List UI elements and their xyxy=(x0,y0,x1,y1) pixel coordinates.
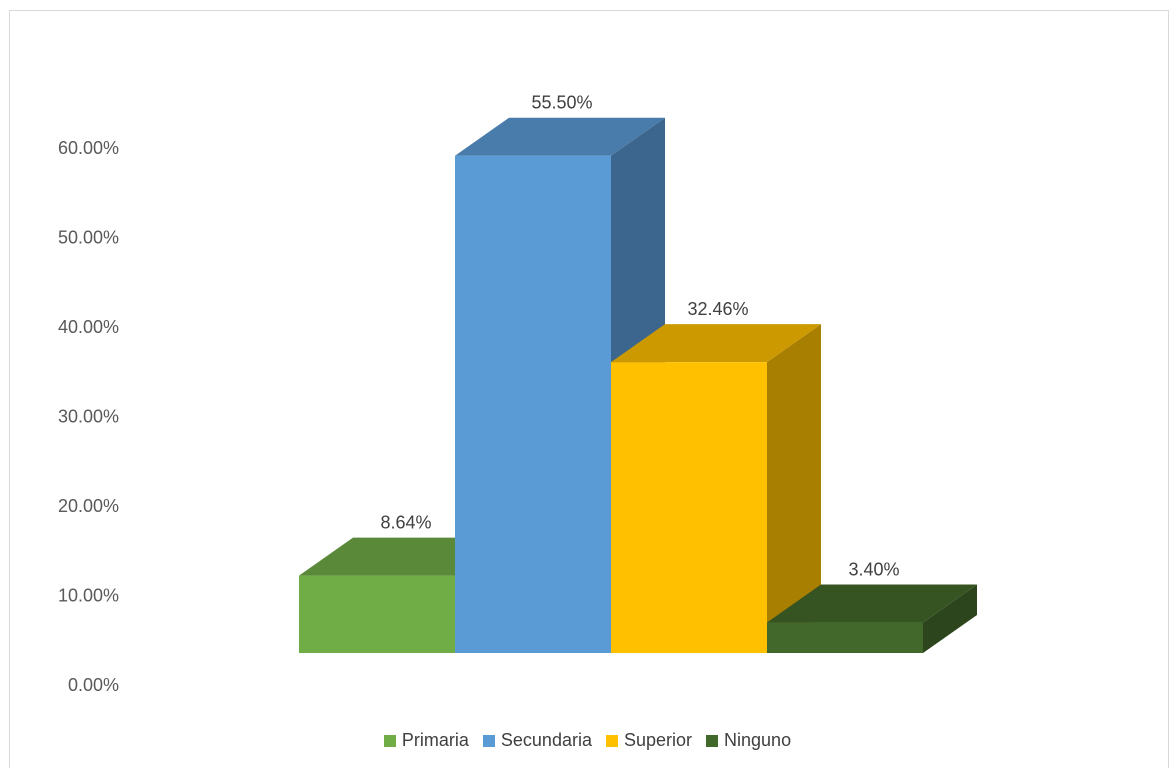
legend-item-secundaria: Secundaria xyxy=(482,730,592,751)
bar-front-primaria xyxy=(299,575,455,653)
data-label-superior: 32.46% xyxy=(687,299,748,319)
data-labels: 8.64% 55.50% 32.46% 3.40% xyxy=(380,93,899,580)
bar-side-ninguno xyxy=(923,584,977,653)
data-label-ninguno: 3.40% xyxy=(848,560,899,580)
bar-top-secundaria xyxy=(455,117,665,156)
y-tick-label: 10.00% xyxy=(58,586,119,606)
y-tick-label: 30.00% xyxy=(58,407,119,427)
legend-label-primaria: Primaria xyxy=(401,730,469,750)
bar-superior xyxy=(611,324,821,653)
bar-ninguno xyxy=(767,584,977,653)
legend-swatch-ninguno xyxy=(706,734,719,747)
bar-top-ninguno xyxy=(767,584,977,623)
y-axis-labels: 0.00% 10.00% 20.00% 30.00% 40.00% 50.00% 60.00… xyxy=(58,138,119,695)
legend-swatch-superior xyxy=(605,734,618,747)
legend-label-secundaria: Secundaria xyxy=(500,730,592,750)
bar-front-secundaria xyxy=(455,155,611,653)
legend-swatch-secundaria xyxy=(482,734,495,747)
bar-side-superior xyxy=(767,324,821,653)
y-tick-label: 40.00% xyxy=(58,317,119,337)
legend-label-ninguno: Ninguno xyxy=(724,730,792,750)
legend-item-primaria: Primaria xyxy=(383,730,469,751)
bar-top-superior xyxy=(611,324,821,363)
legend-label-superior: Superior xyxy=(623,730,693,750)
bar-front-superior xyxy=(611,362,767,653)
bar-front-ninguno xyxy=(767,622,923,653)
y-tick-label: 0.00% xyxy=(68,675,119,695)
y-tick-label: 60.00% xyxy=(58,138,119,158)
y-tick-label: 50.00% xyxy=(58,228,119,248)
legend: Primaria Secundaria Superior Ninguno xyxy=(0,730,1175,751)
legend-item-superior: Superior xyxy=(605,730,693,751)
bars xyxy=(299,117,977,654)
legend-swatch-primaria xyxy=(383,734,396,747)
bar-secundaria xyxy=(455,117,665,654)
data-label-primaria: 8.64% xyxy=(380,513,431,533)
legend-item-ninguno: Ninguno xyxy=(706,730,791,751)
data-label-secundaria: 55.50% xyxy=(531,93,592,113)
y-tick-label: 20.00% xyxy=(58,496,119,516)
